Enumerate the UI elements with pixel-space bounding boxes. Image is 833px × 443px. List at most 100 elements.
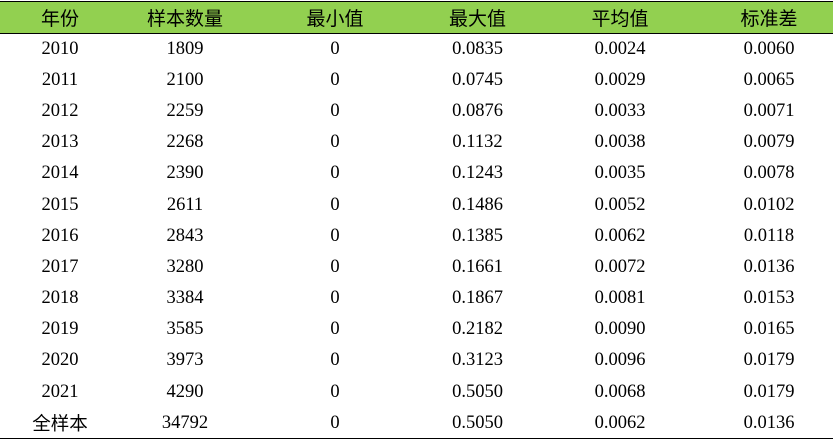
table-cell: 0.0179 — [743, 350, 795, 371]
table-row: 全样本 34792 0 0.5050 0.0062 0.0136 — [0, 407, 833, 440]
table-cell: 0.0153 — [743, 288, 795, 309]
table-row: 2013 2268 0 0.1132 0.0038 0.0079 — [0, 127, 833, 158]
table-cell: 2013 — [41, 132, 79, 153]
table-cell: 1809 — [166, 38, 204, 59]
table-cell: 0.0062 — [535, 407, 705, 440]
table-cell: 0 — [330, 163, 340, 184]
table-cell: 0.0079 — [743, 132, 795, 153]
column-header: 最大值 — [420, 1, 535, 34]
table-cell: 0.0072 — [594, 256, 646, 277]
table-cell: 0.0033 — [594, 100, 646, 121]
table-row: 2019 3585 0 0.2182 0.0090 0.0165 — [0, 314, 833, 345]
table-cell: 2268 — [166, 132, 204, 153]
table-row: 2020 3973 0 0.3123 0.0096 0.0179 — [0, 345, 833, 376]
table-cell: 2015 — [41, 194, 79, 215]
table-cell: 0 — [330, 381, 340, 402]
table-row: 2016 2843 0 0.1385 0.0062 0.0118 — [0, 221, 833, 252]
table-cell: 0.0096 — [594, 350, 646, 371]
table-cell: 3973 — [166, 350, 204, 371]
table-cell: 0 — [330, 288, 340, 309]
header-row: 年份 样本数量 最小值 最大值 平均值 标准差 — [0, 1, 833, 34]
column-header: 平均值 — [535, 1, 705, 34]
table-cell: 0.0062 — [594, 225, 646, 246]
table-cell: 0.0745 — [452, 69, 503, 90]
table-cell: 2019 — [41, 319, 79, 340]
table-cell: 0.0090 — [594, 319, 646, 340]
table-cell: 0 — [330, 225, 340, 246]
table-cell: 0.0071 — [743, 100, 795, 121]
table-cell: 2018 — [41, 288, 79, 309]
table-cell: 0 — [330, 319, 340, 340]
table-cell: 2017 — [41, 256, 79, 277]
table-row: 2015 2611 0 0.1486 0.0052 0.0102 — [0, 189, 833, 220]
table-cell: 0.0118 — [743, 225, 795, 246]
table-cell: 0.0081 — [594, 288, 646, 309]
table-cell: 2020 — [41, 350, 79, 371]
table-cell: 0 — [330, 132, 340, 153]
table-row: 2021 4290 0 0.5050 0.0068 0.0179 — [0, 377, 833, 408]
table-cell: 0.1385 — [452, 225, 503, 246]
table-cell: 0.0102 — [743, 194, 795, 215]
table-cell: 0 — [330, 194, 340, 215]
table-cell: 3384 — [166, 288, 204, 309]
column-header: 标准差 — [705, 1, 833, 34]
table-cell: 0.1243 — [452, 163, 503, 184]
table-cell: 2012 — [41, 100, 79, 121]
table-cell: 0.0165 — [743, 319, 795, 340]
table-cell: 0 — [330, 38, 340, 59]
table-cell: 0.0065 — [743, 69, 795, 90]
column-header: 年份 — [0, 1, 120, 34]
table-cell: 2259 — [166, 100, 204, 121]
table-row: 2017 3280 0 0.1661 0.0072 0.0136 — [0, 252, 833, 283]
table-cell: 0.0136 — [705, 407, 833, 440]
column-header: 样本数量 — [120, 1, 250, 34]
table-header: 年份 样本数量 最小值 最大值 平均值 标准差 — [0, 1, 833, 34]
table-cell: 2014 — [41, 163, 79, 184]
table-row: 2011 2100 0 0.0745 0.0029 0.0065 — [0, 65, 833, 96]
table-cell: 全样本 — [0, 407, 120, 440]
table-cell: 2011 — [41, 69, 79, 90]
table-cell: 0 — [330, 256, 340, 277]
table-cell: 0 — [250, 407, 420, 440]
table-row: 2012 2259 0 0.0876 0.0033 0.0071 — [0, 96, 833, 127]
table-cell: 3280 — [166, 256, 204, 277]
table-cell: 0.0179 — [743, 381, 795, 402]
table-cell: 2843 — [166, 225, 204, 246]
table-cell: 0 — [330, 69, 340, 90]
table-cell: 0.0876 — [452, 100, 503, 121]
table-cell: 0.1486 — [452, 194, 503, 215]
table-cell: 0 — [330, 100, 340, 121]
table-cell: 2100 — [166, 69, 204, 90]
table-cell: 2010 — [41, 38, 79, 59]
table-cell: 0.2182 — [452, 319, 503, 340]
table-cell: 0.0136 — [743, 256, 795, 277]
table-cell: 0.1867 — [452, 288, 503, 309]
table-cell: 34792 — [120, 407, 250, 440]
table-cell: 0.5050 — [420, 407, 535, 440]
table-cell: 0.0052 — [594, 194, 646, 215]
table-cell: 0.0060 — [743, 38, 795, 59]
column-header: 最小值 — [250, 1, 420, 34]
table-row: 2014 2390 0 0.1243 0.0035 0.0078 — [0, 158, 833, 189]
table-row: 2018 3384 0 0.1867 0.0081 0.0153 — [0, 283, 833, 314]
table-cell: 0.5050 — [452, 381, 503, 402]
table-cell: 0.0078 — [743, 163, 795, 184]
table-cell: 0.0835 — [452, 38, 503, 59]
table-cell: 4290 — [166, 381, 204, 402]
table-cell: 2016 — [41, 225, 79, 246]
table-row: 2010 1809 0 0.0835 0.0024 0.0060 — [0, 34, 833, 65]
table-cell: 0.0038 — [594, 132, 646, 153]
table-cell: 0.0029 — [594, 69, 646, 90]
table-cell: 0.0024 — [594, 38, 646, 59]
table-cell: 3585 — [166, 319, 204, 340]
table-cell: 2390 — [166, 163, 204, 184]
table-cell: 2021 — [41, 381, 79, 402]
table-cell: 0.0035 — [594, 163, 646, 184]
table-cell: 0.1661 — [452, 256, 503, 277]
table-body: 2010 1809 0 0.0835 0.0024 0.0060 2011 2100 0 0.07… — [0, 34, 833, 440]
table-cell: 2611 — [166, 194, 204, 215]
table-cell: 0.1132 — [452, 132, 503, 153]
table-cell: 0.0068 — [594, 381, 646, 402]
table-cell: 0 — [330, 350, 340, 371]
